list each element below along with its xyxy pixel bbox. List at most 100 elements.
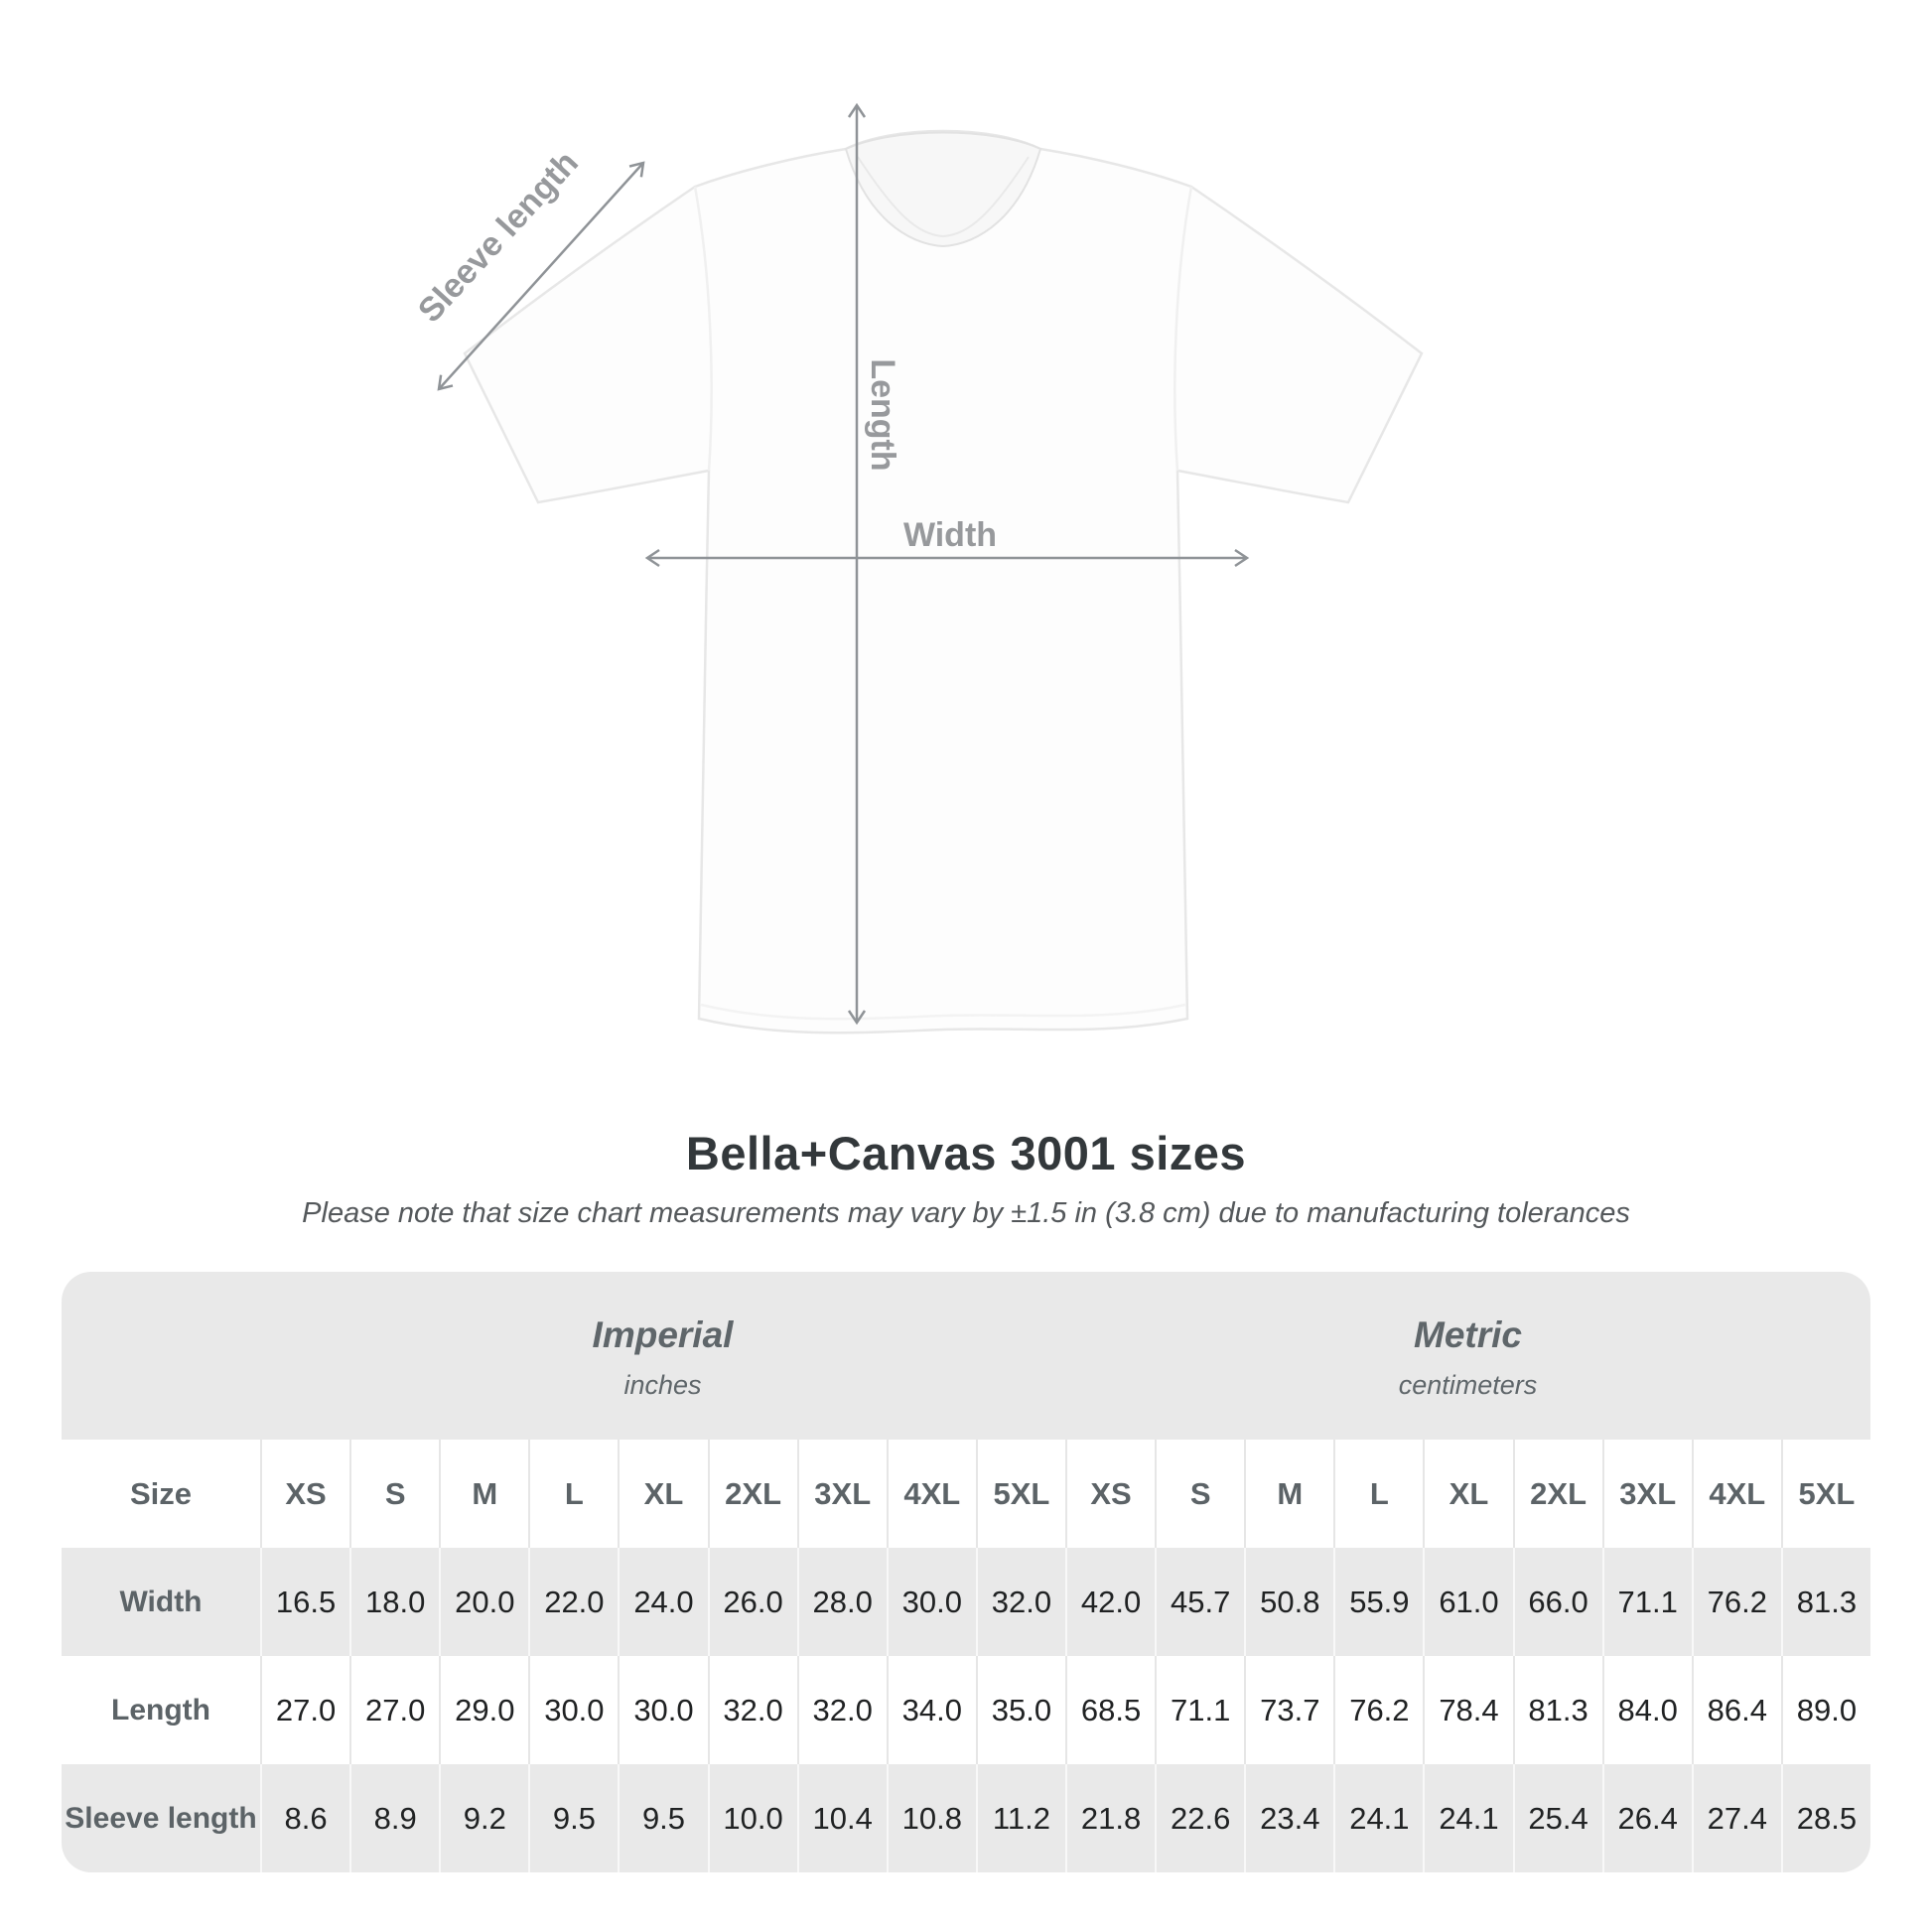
measurement-value: 10.8 [886, 1764, 976, 1872]
measurement-value: 32.0 [975, 1548, 1065, 1656]
size-col-header: XS [1065, 1440, 1155, 1548]
size-header-row: Size XS S M L XL 2XL 3XL 4XL 5XL XS S M L XL 2XL 3XL 4XL… [62, 1440, 1870, 1548]
measurement-value: 89.0 [1780, 1656, 1870, 1764]
size-col-header: L [1333, 1440, 1423, 1548]
measurement-value: 61.0 [1423, 1548, 1512, 1656]
row-label: Width [119, 1585, 203, 1618]
size-col-header: XL [618, 1440, 707, 1548]
sleeve-length-arrow [437, 161, 645, 391]
measurement-value: 10.4 [796, 1764, 887, 1872]
width-label: Width [903, 516, 997, 554]
units-row: Imperial inches Metric centimeters [62, 1272, 1870, 1440]
size-col-header: XS [260, 1440, 349, 1548]
measurement-value: 42.0 [1065, 1548, 1155, 1656]
page-subtitle: Please note that size chart measurements… [302, 1197, 1630, 1229]
measurement-value: 81.3 [1512, 1656, 1602, 1764]
measurement-value: 27.4 [1691, 1764, 1781, 1872]
measurement-value: 9.2 [439, 1764, 528, 1872]
measurement-value: 11.2 [975, 1764, 1065, 1872]
measurement-value: 86.4 [1691, 1656, 1781, 1764]
metric-group: Metric centimeters [1065, 1272, 1870, 1440]
measurement-value: 71.1 [1601, 1548, 1692, 1656]
measurement-value: 32.0 [707, 1656, 797, 1764]
measurement-value: 84.0 [1601, 1656, 1692, 1764]
imperial-unit: inches [623, 1370, 702, 1400]
measurement-value: 27.0 [260, 1656, 349, 1764]
measurement-value: 24.0 [618, 1548, 707, 1656]
measurement-value: 78.4 [1423, 1656, 1512, 1764]
metric-unit: centimeters [1398, 1370, 1538, 1400]
measurement-value: 66.0 [1512, 1548, 1602, 1656]
measurement-value: 20.0 [439, 1548, 528, 1656]
measurement-value: 8.9 [349, 1764, 439, 1872]
length-label: Length [864, 358, 901, 471]
measurement-value: 27.0 [349, 1656, 439, 1764]
table-row: Width 16.5 18.0 20.0 22.0 24.0 26.0 28.0 30.0 32.… [62, 1548, 1870, 1656]
measurement-value: 81.3 [1780, 1548, 1870, 1656]
measurement-value: 24.1 [1333, 1764, 1423, 1872]
sleeve-seam-left [693, 186, 713, 472]
size-col-header: 3XL [1601, 1440, 1692, 1548]
measurement-value: 71.1 [1155, 1656, 1244, 1764]
size-col-header: 3XL [796, 1440, 887, 1548]
sleeve-seam-right [1173, 186, 1193, 472]
collar [844, 131, 1042, 248]
measurement-value: 30.0 [618, 1656, 707, 1764]
measurement-value: 30.0 [528, 1656, 618, 1764]
collar-rib [857, 156, 1030, 238]
measurement-value: 22.0 [528, 1548, 618, 1656]
measurement-value: 28.5 [1780, 1764, 1870, 1872]
measurement-value: 30.0 [886, 1548, 976, 1656]
size-col-header: M [439, 1440, 528, 1548]
row-label: Length [111, 1693, 210, 1726]
row-label: Sleeve length [65, 1801, 257, 1835]
size-col-header: 4XL [1691, 1440, 1781, 1548]
measurement-value: 76.2 [1333, 1656, 1423, 1764]
measurement-value: 32.0 [796, 1656, 887, 1764]
measurement-value: 25.4 [1512, 1764, 1602, 1872]
measurement-value: 16.5 [260, 1548, 349, 1656]
measurement-value: 76.2 [1691, 1548, 1781, 1656]
imperial-name: Imperial [592, 1314, 734, 1355]
hem-fold [700, 1003, 1186, 1021]
tshirt-outline [463, 129, 1424, 1035]
measurement-value: 23.4 [1244, 1764, 1333, 1872]
size-col-header: 2XL [707, 1440, 797, 1548]
page-title: Bella+Canvas 3001 sizes [685, 1127, 1247, 1179]
measurement-value: 45.7 [1155, 1548, 1244, 1656]
table-row: Length 27.0 27.0 29.0 30.0 30.0 32.0 32.0 34.0 35… [62, 1656, 1870, 1764]
measurement-value: 8.6 [260, 1764, 349, 1872]
measurement-value: 68.5 [1065, 1656, 1155, 1764]
measurement-value: 55.9 [1333, 1548, 1423, 1656]
table-rows: Width 16.5 18.0 20.0 22.0 24.0 26.0 28.0 30.0 32.… [62, 1548, 1870, 1872]
measurement-value: 9.5 [528, 1764, 618, 1872]
measurement-value: 73.7 [1244, 1656, 1333, 1764]
size-col-header: S [1155, 1440, 1244, 1548]
measurement-value: 29.0 [439, 1656, 528, 1764]
size-col-header: 4XL [886, 1440, 976, 1548]
size-col-header: 5XL [1780, 1440, 1870, 1548]
size-col-header: S [349, 1440, 439, 1548]
size-table: Imperial inches Metric centimeters Size … [62, 1272, 1870, 1872]
measurement-value: 18.0 [349, 1548, 439, 1656]
measurement-value: 21.8 [1065, 1764, 1155, 1872]
measurement-value: 28.0 [796, 1548, 887, 1656]
measurement-value: 50.8 [1244, 1548, 1333, 1656]
measurement-value: 9.5 [618, 1764, 707, 1872]
size-col-header: 2XL [1512, 1440, 1602, 1548]
size-col-header: M [1244, 1440, 1333, 1548]
measurement-value: 24.1 [1423, 1764, 1512, 1872]
imperial-group: Imperial inches [260, 1272, 1065, 1440]
measurement-value: 35.0 [975, 1656, 1065, 1764]
metric-name: Metric [1414, 1314, 1522, 1355]
tshirt-diagram: Width Length Sleeve length [411, 102, 1424, 1035]
table-row: Sleeve length 8.6 8.9 9.2 9.5 9.5 10.0 10.4 10.8… [62, 1764, 1870, 1872]
size-corner-header: Size [129, 1475, 193, 1511]
measurement-value: 26.0 [707, 1548, 797, 1656]
measurement-value: 10.0 [707, 1764, 797, 1872]
measurement-value: 22.6 [1155, 1764, 1244, 1872]
measurement-value: 34.0 [886, 1656, 976, 1764]
size-col-header: XL [1423, 1440, 1512, 1548]
size-col-header: 5XL [975, 1440, 1065, 1548]
